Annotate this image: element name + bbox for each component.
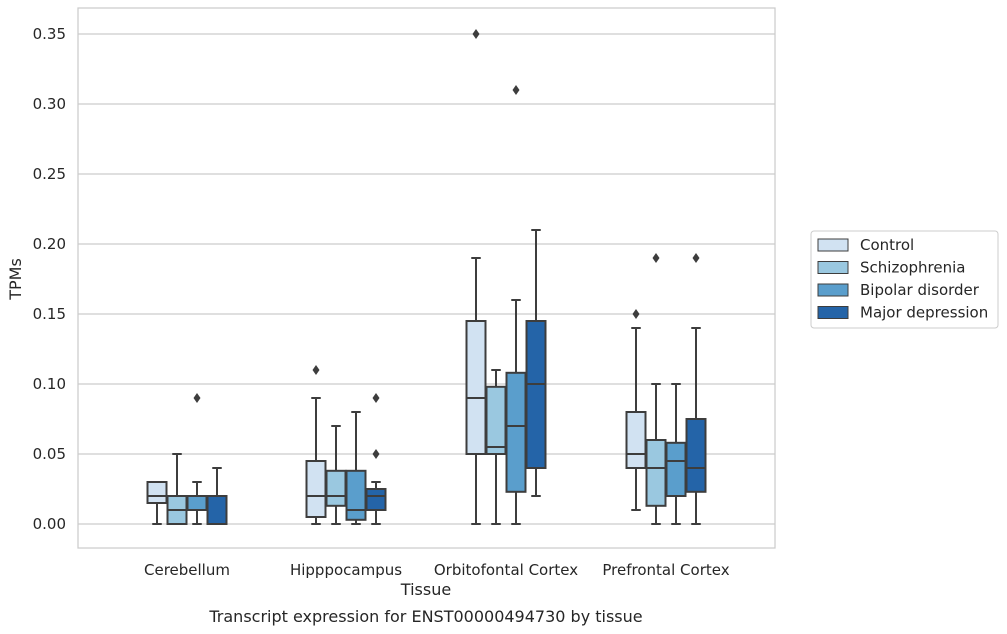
y-axis-label: TPMs bbox=[6, 258, 25, 301]
box-element bbox=[665, 383, 687, 525]
box-iqr bbox=[505, 371, 527, 493]
box-iqr bbox=[485, 385, 507, 455]
box-iqr bbox=[186, 495, 208, 511]
legend-label: Bipolar disorder bbox=[860, 281, 980, 299]
box-iqr bbox=[345, 469, 367, 521]
box-element bbox=[485, 369, 507, 525]
box-iqr bbox=[206, 495, 228, 525]
box-element bbox=[146, 481, 168, 525]
y-tick-label: 0.30 bbox=[33, 95, 66, 113]
x-axis-ticks: Cerebellum Hipppocampus Orbitofontal Corte… bbox=[144, 561, 730, 579]
legend-frame bbox=[810, 230, 999, 329]
legend-item: Control bbox=[817, 236, 914, 254]
box-element bbox=[625, 309, 647, 511]
legend-item: Bipolar disorder bbox=[817, 281, 980, 299]
legend-items: Control Schizophrenia Bipolar disorder Majo… bbox=[817, 236, 988, 322]
x-tick-label: Cerebellum bbox=[144, 561, 230, 579]
outlier-marker bbox=[512, 85, 520, 95]
outlier-marker bbox=[372, 449, 380, 459]
box-iqr bbox=[305, 460, 327, 518]
legend-label: Major depression bbox=[860, 304, 988, 322]
box-element bbox=[505, 85, 527, 525]
box-iqr bbox=[365, 488, 387, 511]
box-element bbox=[305, 365, 327, 525]
gridlines bbox=[78, 33, 775, 525]
box-iqr bbox=[325, 469, 347, 507]
boxes bbox=[146, 29, 707, 525]
legend-item: Schizophrenia bbox=[817, 259, 965, 277]
plot-area-frame bbox=[77, 7, 776, 549]
outlier-marker bbox=[632, 309, 640, 319]
box-iqr bbox=[525, 320, 547, 469]
box-element bbox=[525, 229, 547, 497]
y-tick-label: 0.10 bbox=[33, 375, 66, 393]
box-iqr bbox=[146, 481, 168, 504]
legend-label: Control bbox=[860, 236, 914, 254]
outlier-marker bbox=[372, 393, 380, 403]
y-tick-label: 0.15 bbox=[33, 305, 66, 323]
y-tick-label: 0.05 bbox=[33, 445, 66, 463]
x-axis-label: Tissue bbox=[400, 580, 451, 599]
box-element bbox=[166, 453, 188, 525]
box-iqr bbox=[645, 439, 667, 507]
box-iqr bbox=[625, 411, 647, 469]
box-iqr bbox=[685, 418, 707, 493]
box-element bbox=[465, 29, 487, 525]
outlier-marker bbox=[193, 393, 201, 403]
box-element bbox=[186, 393, 208, 525]
box-iqr bbox=[465, 320, 487, 455]
outlier-marker bbox=[692, 253, 700, 263]
legend-swatch bbox=[817, 261, 849, 274]
y-axis-ticks: 0.00 0.05 0.10 0.15 0.20 0.25 0.30 0.35 bbox=[33, 25, 66, 533]
chart-caption: Transcript expression for ENST0000049473… bbox=[208, 607, 642, 626]
legend-swatch bbox=[817, 238, 849, 252]
x-tick-label: Hipppocampus bbox=[290, 561, 402, 579]
y-tick-label: 0.25 bbox=[33, 165, 66, 183]
x-tick-label: Orbitofontal Cortex bbox=[434, 561, 578, 579]
outlier-marker bbox=[472, 29, 480, 39]
y-tick-label: 0.35 bbox=[33, 25, 66, 43]
box-element bbox=[645, 253, 667, 525]
box-element bbox=[365, 393, 387, 525]
y-tick-label: 0.00 bbox=[33, 515, 66, 533]
legend-item: Major depression bbox=[817, 304, 988, 322]
box-element bbox=[206, 467, 228, 525]
box-element bbox=[685, 253, 707, 525]
legend: Control Schizophrenia Bipolar disorder Majo… bbox=[810, 230, 999, 329]
y-tick-label: 0.20 bbox=[33, 235, 66, 253]
box-iqr bbox=[665, 441, 687, 497]
box-element bbox=[325, 425, 347, 525]
outlier-marker bbox=[312, 365, 320, 375]
legend-label: Schizophrenia bbox=[860, 259, 965, 277]
legend-swatch bbox=[817, 283, 849, 297]
legend-swatch bbox=[817, 306, 849, 319]
box-element bbox=[345, 411, 367, 525]
outlier-marker bbox=[652, 253, 660, 263]
x-tick-label: Prefrontal Cortex bbox=[602, 561, 729, 579]
